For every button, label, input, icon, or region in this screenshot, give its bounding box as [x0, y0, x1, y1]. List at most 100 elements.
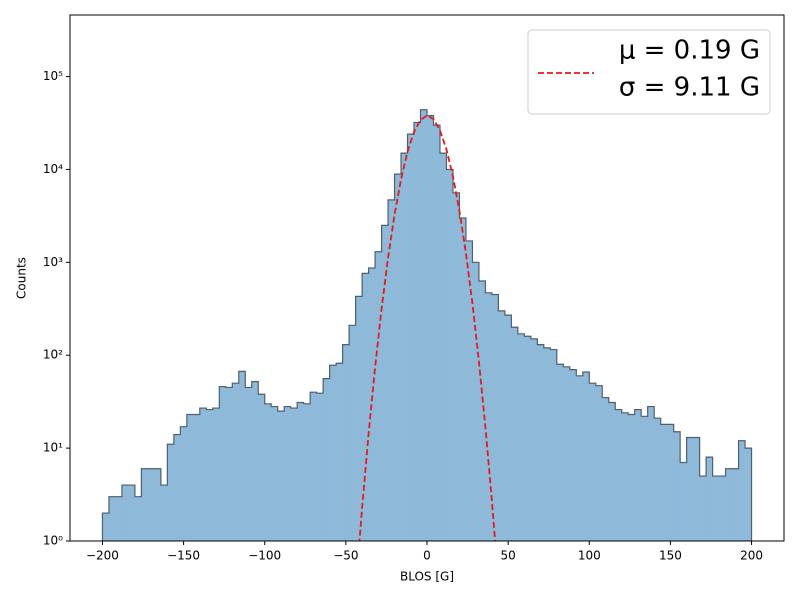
- bar: [232, 383, 239, 541]
- x-tick-label: −150: [167, 549, 200, 563]
- fit-curve: [358, 114, 497, 541]
- bar: [731, 468, 739, 541]
- x-tick-label: 50: [500, 549, 515, 563]
- bar: [452, 192, 460, 541]
- bar: [134, 496, 142, 541]
- bar: [569, 369, 577, 541]
- bar: [271, 406, 278, 541]
- bar: [303, 403, 311, 541]
- bar: [602, 397, 609, 541]
- bar: [628, 414, 635, 541]
- bar: [400, 152, 408, 541]
- bar: [459, 217, 467, 541]
- bar: [439, 152, 447, 541]
- bar: [310, 392, 317, 541]
- bar: [660, 424, 668, 541]
- bar: [361, 273, 369, 541]
- bar: [381, 225, 389, 541]
- x-tick-label: 100: [578, 549, 601, 563]
- x-tick-label: −50: [333, 549, 358, 563]
- x-tick-label: −200: [86, 549, 119, 563]
- bar: [641, 416, 648, 541]
- y-tick-label: 10¹: [43, 441, 63, 455]
- bar: [615, 409, 622, 541]
- bar: [407, 133, 415, 541]
- bar: [342, 344, 350, 541]
- bar: [277, 410, 285, 541]
- bar: [251, 381, 259, 541]
- bar: [654, 418, 661, 541]
- bar: [355, 296, 363, 541]
- bar: [576, 375, 583, 541]
- bar: [348, 325, 356, 541]
- bar: [718, 475, 726, 541]
- bar: [634, 409, 642, 541]
- bar: [686, 437, 694, 541]
- bar: [647, 406, 655, 541]
- bar: [446, 169, 454, 541]
- bar: [193, 414, 200, 541]
- bar: [621, 412, 629, 541]
- bar: [154, 468, 162, 541]
- bar: [692, 437, 700, 541]
- bar: [517, 333, 525, 541]
- bar: [147, 468, 155, 541]
- legend-label: σ = 9.11 G: [619, 73, 760, 103]
- bar: [284, 406, 291, 541]
- bar: [264, 403, 272, 541]
- bar: [738, 440, 746, 541]
- bar: [212, 407, 220, 541]
- bar: [595, 385, 603, 541]
- bar: [387, 199, 395, 541]
- bar: [374, 251, 382, 541]
- bar: [173, 434, 181, 541]
- bar: [530, 338, 538, 541]
- bar: [167, 444, 175, 541]
- bar: [199, 407, 207, 541]
- bar: [329, 365, 337, 541]
- x-axis-label: BLOS [G]: [400, 570, 454, 584]
- histogram-outline: [101, 109, 753, 541]
- bar: [102, 512, 110, 541]
- bar: [316, 393, 324, 541]
- bar: [563, 366, 570, 541]
- bar: [108, 496, 116, 541]
- bar: [498, 310, 506, 541]
- bar: [465, 240, 473, 541]
- y-tick-label: 10⁰: [43, 534, 63, 548]
- bar: [582, 371, 590, 541]
- bar: [238, 371, 246, 541]
- bar: [433, 124, 441, 541]
- bar: [537, 344, 544, 541]
- bar: [115, 496, 123, 541]
- bar: [160, 484, 168, 541]
- y-tick-label: 10³: [43, 255, 63, 269]
- bar: [258, 394, 265, 541]
- bar: [121, 484, 129, 541]
- bar: [608, 402, 616, 541]
- bar: [485, 292, 493, 541]
- bar: [420, 109, 428, 541]
- bar: [744, 447, 752, 541]
- bar: [141, 468, 149, 541]
- x-tick-label: 200: [740, 549, 763, 563]
- bar: [556, 364, 564, 541]
- bar: [206, 409, 213, 541]
- bar: [550, 349, 557, 541]
- bar: [589, 383, 596, 541]
- legend-label: μ = 0.19 G: [619, 36, 760, 66]
- bar: [679, 462, 687, 541]
- bar: [180, 426, 187, 541]
- bar: [524, 336, 532, 541]
- y-tick-label: 10²: [43, 348, 63, 362]
- bar: [472, 262, 480, 541]
- y-tick-label: 10⁵: [43, 69, 63, 83]
- bar: [705, 456, 713, 541]
- bar: [426, 115, 434, 541]
- bar: [413, 122, 421, 541]
- bar: [219, 386, 226, 541]
- bar: [128, 484, 136, 541]
- bar: [667, 424, 674, 541]
- bar: [225, 387, 233, 541]
